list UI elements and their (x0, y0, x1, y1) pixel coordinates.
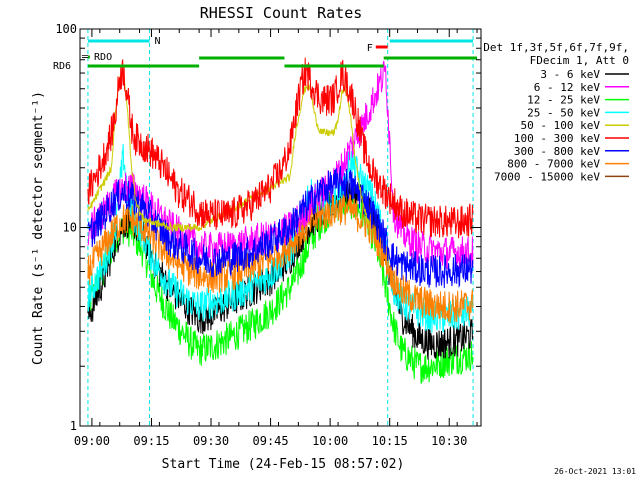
legend-label-6: 300 - 800 keV (514, 145, 600, 158)
y-tick-label-2: 100 (55, 22, 77, 36)
x-tick-label-1: 09:15 (133, 434, 169, 448)
x-tick-label-6: 10:30 (431, 434, 467, 448)
legend-label-5: 100 - 300 keV (514, 132, 600, 145)
y-tick-label-1: 10 (63, 221, 77, 235)
legend-header-line-1: Det 1f,3f,5f,6f,7f,9f, (483, 41, 629, 54)
legend: Det 1f,3f,5f,6f,7f,9f, FDecim 1, Att 0 3… (483, 41, 629, 183)
x-axis-label: Start Time (24-Feb-15 08:57:02) (162, 457, 405, 472)
x-tick-label-3: 09:45 (253, 434, 289, 448)
x-tick-label-2: 09:30 (193, 434, 229, 448)
legend-label-8: 7000 - 15000 keV (494, 170, 600, 183)
x-tick-label-5: 10:15 (372, 434, 408, 448)
series-group (87, 57, 474, 385)
flag-label-rdo: ═ RDO (81, 52, 112, 63)
legend-label-7: 800 - 7000 keV (507, 158, 600, 171)
series-line-100-300-kev (87, 57, 474, 239)
legend-label-1: 6 - 12 keV (534, 81, 601, 94)
legend-label-2: 12 - 25 keV (527, 94, 600, 107)
timestamp: 26-Oct-2021 13:01 (554, 467, 636, 476)
legend-label-0: 3 - 6 keV (540, 68, 600, 81)
y-axis-label: Count Rate (s⁻¹ detector segment⁻¹) (31, 91, 46, 365)
series-line-300-800-kev (87, 165, 474, 289)
chart-title: RHESSI Count Rates (200, 4, 363, 22)
legend-label-4: 50 - 100 keV (521, 119, 601, 132)
x-tick-label-0: 09:00 (74, 434, 110, 448)
flag-label-rd6: RD6 (53, 61, 71, 72)
y-tick-label-0: 1 (70, 419, 77, 433)
flag-label-f: F (367, 43, 373, 54)
x-tick-label-4: 10:00 (312, 434, 348, 448)
plot-area: N F ═ RDO RD6 (53, 29, 478, 426)
legend-header-line-2: FDecim 1, Att 0 (530, 54, 629, 67)
flag-label-n: N (154, 36, 160, 47)
series-line-12-25-kev (87, 186, 474, 385)
legend-label-3: 25 - 50 keV (527, 106, 600, 119)
axes: 1 10 100 09:00 09:15 09:30 09:45 10:00 10:15 10:3… (55, 22, 481, 448)
